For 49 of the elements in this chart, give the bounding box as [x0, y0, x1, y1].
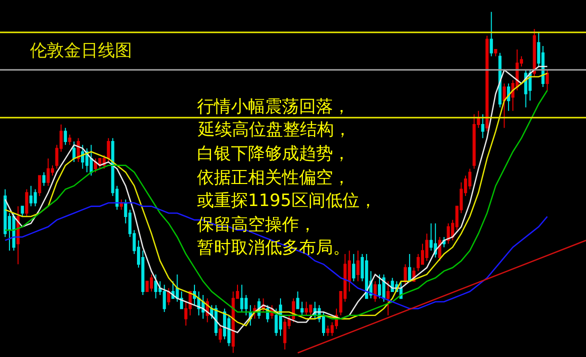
candlestick — [240, 284, 244, 312]
candlestick — [378, 274, 382, 299]
candlestick — [72, 141, 76, 162]
annotation: 行情小幅震荡回落， — [197, 97, 350, 117]
candlestick — [106, 138, 110, 162]
candlestick — [481, 114, 484, 139]
candlestick — [485, 35, 489, 132]
candlestick — [42, 172, 46, 186]
candlestick — [20, 206, 24, 218]
candlestick — [218, 325, 222, 344]
candlestick — [356, 250, 360, 282]
annotation: 或重探1195区间低位， — [197, 191, 376, 211]
candlestick — [90, 144, 93, 176]
candlestick — [408, 254, 412, 282]
candlestick — [34, 188, 37, 207]
annotation: 依据正相关性偏空， — [197, 168, 350, 188]
annotation: 延续高位盘整结构， — [197, 120, 351, 140]
candlestick — [502, 83, 506, 128]
candlestick — [352, 254, 356, 282]
candlestick — [25, 188, 28, 218]
candlestick — [446, 222, 450, 244]
candlestick — [68, 134, 72, 146]
candlestick — [425, 233, 428, 262]
annotation: 白银下降够成趋势， — [197, 144, 350, 164]
candlestick — [81, 144, 84, 170]
candlestick — [283, 318, 286, 350]
candlestick — [176, 274, 179, 302]
candlestick — [29, 185, 33, 207]
candlestick — [494, 48, 498, 57]
candlestick — [46, 158, 50, 186]
candlestick — [120, 198, 123, 210]
candlestick — [532, 28, 536, 78]
candlestick — [162, 284, 166, 312]
candlestick — [472, 114, 476, 170]
candlestick — [38, 175, 42, 197]
candlestick — [167, 288, 170, 306]
candlestick — [150, 274, 153, 292]
candlestick — [386, 280, 390, 316]
candlestick — [154, 274, 158, 299]
candlestick — [374, 280, 377, 302]
candlestick — [326, 325, 330, 336]
candlestick — [64, 127, 67, 146]
candlestick — [490, 11, 493, 57]
candlestick — [309, 304, 312, 316]
candlestick — [404, 264, 407, 286]
candlestick — [278, 298, 282, 336]
text: 伦敦金日线图 — [30, 40, 132, 61]
candlestick — [546, 69, 549, 91]
candlestick — [304, 301, 308, 316]
